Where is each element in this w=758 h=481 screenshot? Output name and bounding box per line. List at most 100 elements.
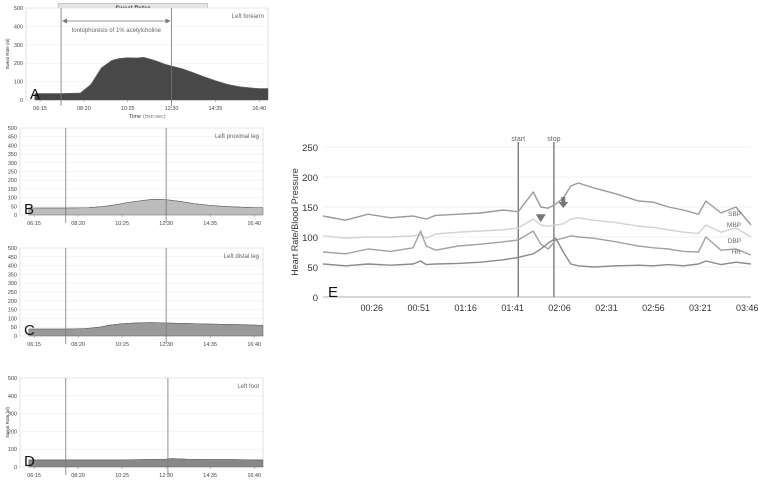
panel-letter-b: B <box>24 201 35 218</box>
x-tick-label: 16:40 <box>247 221 261 227</box>
x-tick-label: 08:20 <box>71 342 85 348</box>
panel-c: 0 50 100 150 200 250 300 350 400 450 500 06:15 08:20… <box>0 242 280 348</box>
x-tick-label: 10:25 <box>115 342 129 348</box>
annotation-text: Iontophoresis of 1% acetylcholine <box>72 28 162 34</box>
x-tick-label: 16:40 <box>247 473 261 479</box>
y-tick-label: 300 <box>8 281 17 287</box>
y-tick-label: 200 <box>302 173 318 184</box>
y-tick-label: 100 <box>8 447 17 453</box>
panel-title: Left forearm <box>232 14 264 20</box>
x-tick-label: 16:40 <box>247 342 261 348</box>
sweat-baseline <box>28 458 263 461</box>
y-tick-label: 0 <box>313 293 318 304</box>
y-tick-label: 0 <box>14 213 17 219</box>
y-tick-label: 400 <box>8 394 17 400</box>
x-tick-label: 03:46 <box>736 303 758 313</box>
y-tick-label: 150 <box>302 203 318 214</box>
y-tick-label: 500 <box>14 6 23 12</box>
x-tick-label: 06:15 <box>33 106 47 112</box>
marker-label-stop: stop <box>547 136 560 143</box>
y-tick-label: 500 <box>8 246 17 252</box>
y-axis-label: Heart Rate/Blood Pressure <box>290 168 300 276</box>
x-tick-label: 08:20 <box>77 106 91 112</box>
x-tick-label: 00:26 <box>361 303 384 313</box>
y-tick-label: 50 <box>11 204 17 210</box>
y-tick-label: 250 <box>302 143 318 154</box>
y-tick-label: 150 <box>8 187 17 193</box>
x-tick-label: 01:16 <box>454 303 477 313</box>
series-label-sbp: SBP <box>728 211 741 218</box>
y-tick-label: 200 <box>8 299 17 305</box>
y-tick-label: 500 <box>8 376 17 382</box>
x-tick-label: 14:35 <box>209 106 223 112</box>
plot-frame <box>19 377 264 468</box>
sweat-baseline <box>28 322 264 330</box>
y-axis-label: Sweat Rate (nl) <box>5 406 10 438</box>
chart-c-svg: 0 50 100 150 200 250 300 350 400 450 500 06:15 08:20… <box>8 246 264 348</box>
y-tick-label: 100 <box>302 233 318 244</box>
y-tick-label: 150 <box>8 308 17 314</box>
y-tick-label: 450 <box>8 255 17 261</box>
series-line-mbp <box>322 217 752 239</box>
y-tick-label: 300 <box>8 161 17 167</box>
panel-title: Left distal leg <box>224 254 259 260</box>
y-tick-label: 0 <box>20 98 23 104</box>
series-label-dbp: DBP <box>728 238 741 245</box>
x-tick-label: 02:06 <box>548 303 571 313</box>
x-tick-label: 02:31 <box>595 303 618 313</box>
x-tick-label: 06:15 <box>27 342 41 348</box>
y-tick-label: 50 <box>307 263 318 274</box>
x-tick-label: 06:15 <box>27 473 41 479</box>
x-axis-unit: (min:sec) <box>143 114 166 120</box>
x-tick-label: 14:35 <box>203 342 217 348</box>
y-tick-label: 250 <box>8 170 17 176</box>
y-tick-label: 400 <box>8 264 17 270</box>
x-tick-label: 14:35 <box>203 221 217 227</box>
y-tick-label: 100 <box>14 80 23 86</box>
y-tick-label: 100 <box>8 316 17 322</box>
panel-e: 0 50 100 150 200 250 00:26 00:51 01:16 01:41 02:06… <box>285 130 758 330</box>
y-tick-label: 50 <box>11 325 17 331</box>
y-tick-label: 200 <box>8 429 17 435</box>
x-tick-label: 10:25 <box>121 106 135 112</box>
x-tick-label: 12:30 <box>159 221 173 227</box>
chart-e-svg: 0 50 100 150 200 250 00:26 00:51 01:16 01:41 02:06… <box>290 136 758 313</box>
annotation-arrowhead-left <box>62 18 68 24</box>
y-tick-label: 100 <box>8 196 17 202</box>
x-tick-label: 08:20 <box>71 221 85 227</box>
panel-title: Left foot <box>237 384 259 390</box>
sweat-baseline <box>34 56 268 94</box>
series-line-dbp <box>322 230 752 256</box>
x-tick-label: 03:21 <box>689 303 712 313</box>
x-tick-label: 12:30 <box>165 106 179 112</box>
panel-letter-c: C <box>24 322 35 339</box>
y-tick-label: 450 <box>8 135 17 141</box>
annotation-arrowhead-right <box>165 18 171 24</box>
y-tick-label: 300 <box>8 412 17 418</box>
x-tick-label: 08:20 <box>71 473 85 479</box>
y-tick-label: 250 <box>8 290 17 296</box>
series-line-sbp <box>322 182 752 226</box>
series-label-mbp: MBP <box>727 222 741 229</box>
y-tick-label: 400 <box>14 24 23 30</box>
panel-a: 0 100 200 300 400 500 06:15 08:20 10:25 12:30 14:3… <box>0 0 280 125</box>
x-tick-label: 16:40 <box>252 106 266 112</box>
series-label-hr: HR <box>732 249 742 256</box>
down-arrow-icon <box>558 197 569 208</box>
x-tick-label: 02:56 <box>642 303 665 313</box>
x-axis-label: Time <box>129 114 141 120</box>
panel-title: Left proximal leg <box>215 134 259 140</box>
panel-b: 0 50 100 150 200 250 300 350 400 450 500 06:15 08:20… <box>0 122 280 228</box>
x-tick-label: 10:25 <box>115 221 129 227</box>
x-tick-label: 12:30 <box>159 342 173 348</box>
chart-d-svg: 0 100 200 300 400 500 06:15 08:20 10:25 12:30 14:3… <box>5 376 264 479</box>
y-axis-label: Sweat Rate (nl) <box>5 38 10 70</box>
y-tick-label: 400 <box>8 143 17 149</box>
sweat-baseline <box>28 198 263 209</box>
x-tick-label: 01:41 <box>501 303 524 313</box>
panel-letter-e: E <box>328 284 339 301</box>
x-tick-label: 10:25 <box>115 473 129 479</box>
drop-arrow-icon <box>535 214 546 223</box>
y-tick-label: 300 <box>14 43 23 49</box>
x-tick-label: 12:30 <box>159 473 173 479</box>
